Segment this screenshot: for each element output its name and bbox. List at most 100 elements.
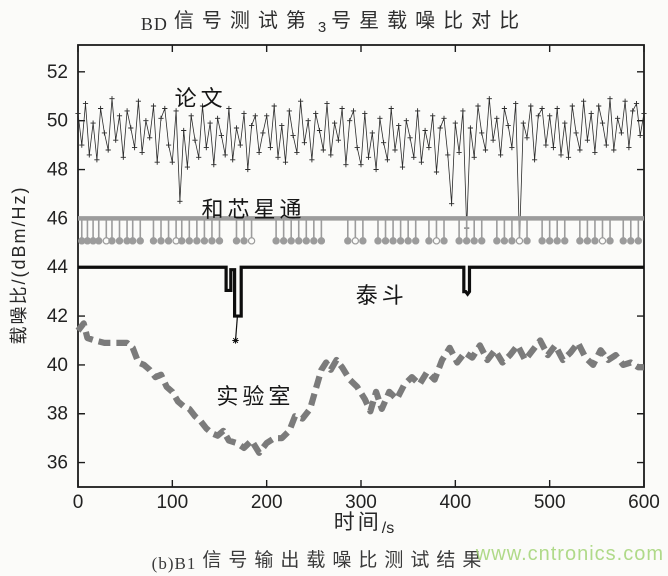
unicore-marker [576,237,584,245]
taidou-line [78,265,644,318]
unicore-marker [500,237,509,245]
unicore-marker [215,237,224,245]
unicore-marker [598,237,607,245]
figure-caption: (b)B1 信号输出载噪比测试结果 [0,545,640,573]
chart-title: BD 信号测试第 3 号星载噪比对比 [0,4,668,36]
unicore-marker [208,237,216,245]
unicore-marker [478,237,486,245]
unicore-marker [129,237,137,245]
series-lab: 实验室 [75,320,644,456]
title-satellite-number: 3 [317,19,328,36]
unicore-marker [591,237,599,245]
x-tick-label: 500 [534,492,566,513]
unicore-marker [515,237,524,245]
watermark: www.cntronics.com [475,543,664,565]
unicore-marker [185,237,194,245]
y-tick-label: 46 [47,208,68,229]
series-paper: 论文 [75,86,647,243]
unicore-marker [389,237,397,245]
unicore-marker [493,237,501,245]
unicore-marker [272,237,280,245]
unicore-marker [136,237,144,245]
unicore-marker [240,237,248,245]
unicore-marker [193,237,201,245]
unicore-marker [455,237,463,245]
unicore-marker [432,237,441,245]
unicore-marker [115,237,124,245]
x-tick-label: 400 [439,492,471,513]
unicore-marker [295,237,303,245]
x-tick-label: 0 [73,492,84,513]
unicore-marker [359,237,367,245]
unicore-marker [396,237,405,245]
x-tick-label: 300 [345,492,377,513]
x-axis-label-unit: /s [381,520,395,537]
x-tick-label: 100 [156,492,188,513]
unicore-marker [634,237,643,245]
unicore-marker [470,237,478,245]
x-tick-label: 200 [251,492,283,513]
series-label-lab: 实验室 [216,384,294,409]
unicore-stems [80,218,640,241]
unicore-marker [523,237,531,245]
y-tick-label: 36 [47,453,68,474]
unicore-marker [164,237,173,245]
series-label-unicore: 和芯星通 [201,197,305,222]
title-suffix: 号星载噪比对比 [331,10,528,32]
unicore-marker [247,237,256,245]
y-tick-label: 44 [47,257,69,278]
title-prefix-latin: BD [140,14,168,34]
unicore-marker [279,237,288,245]
unicore-marker [606,237,614,245]
unicore-marker [157,237,165,245]
caption-index: (b)B1 [151,554,197,573]
unicore-marker [538,237,546,245]
unicore-marker [95,237,103,245]
unicore-marker [440,237,448,245]
unicore-marker [149,237,158,245]
x-axis-label-text: 时间 [333,511,382,534]
unicore-marker [310,237,318,245]
unicore-marker [232,237,241,245]
unicore-marker [404,237,412,245]
unicore-marker [545,237,554,245]
unicore-marker [508,237,516,245]
lab-line [75,320,644,456]
unicore-marker [561,237,569,245]
unicore-marker [302,237,310,245]
unicore-marker [412,237,420,245]
caption-text: 信号输出载噪比测试结果 [202,550,489,571]
title-mid: 信号测试第 [173,10,314,32]
unicore-marker [344,237,352,245]
y-tick-label: 48 [47,160,68,181]
series-taidou: 泰斗 [78,265,644,344]
y-axis-label: 载噪比/(dBm/Hz) [9,185,29,345]
taidou-spike [234,316,239,341]
unicore-marker [381,237,390,245]
unicore-marker [374,237,382,245]
unicore-marker [627,237,635,245]
y-tick-label: 38 [47,404,68,425]
y-tick-label: 50 [47,111,68,132]
unicore-marker [425,237,433,245]
series-label-taidou: 泰斗 [356,283,408,308]
x-axis-label: 时间/s [284,506,444,537]
unicore-marker [317,237,326,245]
y-tick-label: 42 [47,306,68,327]
series-label-paper: 论文 [175,86,227,111]
unicore-marker [287,237,295,245]
unicore-marker [178,237,186,245]
y-tick-label: 40 [47,355,68,376]
unicore-marker [200,237,209,245]
asterisk-marker [232,337,239,344]
unicore-marker [553,237,561,245]
unicore-marker [462,237,471,245]
unicore-marker [108,237,116,245]
unicore-marker [583,237,592,245]
y-tick-label: 52 [47,62,68,83]
unicore-marker [619,237,627,245]
series-unicore: 和芯星通 [78,197,644,245]
unicore-marker [351,237,360,245]
